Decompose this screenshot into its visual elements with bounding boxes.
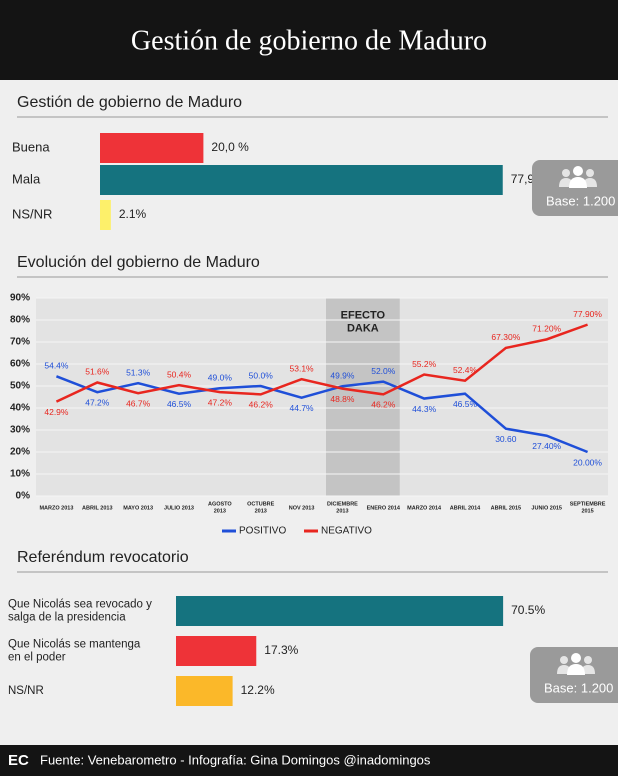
person-icon: [571, 653, 581, 663]
x-tick-label: ABRIL 2013: [82, 505, 112, 511]
value-label: 47.2%: [208, 397, 233, 407]
annotation-band: [326, 298, 400, 496]
y-tick-label: 30%: [10, 425, 30, 436]
category-label: NS/NR: [12, 206, 52, 221]
x-tick-label: MARZO 2013: [39, 505, 73, 511]
y-tick-label: 10%: [10, 469, 30, 480]
x-tick-label: ABRIL 2015: [491, 505, 521, 511]
value-label: 70.5%: [511, 603, 545, 617]
header-bar: [0, 0, 618, 80]
person-icon: [560, 656, 568, 664]
bar: [176, 636, 257, 666]
value-label: 20,0 %: [211, 140, 249, 154]
value-label: 51.6%: [85, 367, 110, 377]
person-icon: [567, 664, 585, 675]
person-icon: [569, 177, 587, 188]
y-tick-label: 20%: [10, 447, 30, 458]
value-label: 71.20%: [532, 324, 561, 334]
value-label: 51.3%: [126, 367, 151, 377]
person-icon: [573, 166, 583, 176]
bar: [100, 200, 111, 230]
value-label: 27.40%: [532, 441, 561, 451]
person-icon: [584, 656, 592, 664]
footer-logo: EC: [8, 752, 29, 769]
bar: [176, 596, 504, 626]
category-label: Que Nicolás sea revocado y salga de la pr…: [8, 599, 152, 624]
x-tick-label: JULIO 2013: [164, 505, 194, 511]
note-text: Base: 1.200: [546, 193, 615, 208]
person-icon: [562, 169, 570, 177]
bar: [176, 676, 233, 706]
x-tick-label: SEPTIEMBRE 2015: [570, 502, 606, 515]
line: [55, 375, 589, 454]
page-title: Gestión de gobierno de Maduro: [131, 25, 487, 56]
category-label: Que Nicolás se mantenga en el poder: [8, 639, 141, 664]
section-title: Referéndum revocatorio: [17, 549, 189, 566]
note-text: Base: 1.200: [544, 680, 613, 695]
value-label: 46.2%: [249, 400, 274, 410]
value-label: 42.9%: [44, 407, 69, 417]
x-tick-label: ENERO 2014: [367, 505, 401, 511]
value-label: 52.4%: [453, 365, 478, 375]
value-label: 44.7%: [290, 403, 315, 413]
y-tick-label: 90%: [10, 293, 30, 304]
value-label: 17.3%: [264, 643, 298, 657]
y-tick-label: 50%: [10, 381, 30, 392]
value-label: 52.0%: [371, 366, 396, 376]
value-label: 49.0%: [208, 372, 233, 382]
value-label: 67.30%: [491, 332, 520, 342]
line: [55, 323, 588, 403]
bar: [100, 133, 204, 163]
value-label: 46.7%: [126, 399, 151, 409]
value-label: 55.2%: [412, 359, 437, 369]
value-label: 53.1%: [290, 363, 315, 373]
x-tick-label: MARZO 2014: [407, 505, 442, 511]
x-tick-label: NOV 2013: [289, 505, 315, 511]
value-label: 77.90%: [573, 309, 602, 319]
value-label: 46.5%: [167, 399, 192, 409]
annotation-text: EFECTO DAKA: [341, 309, 386, 334]
x-tick-label: ABRIL 2014: [450, 505, 481, 511]
y-tick-label: 40%: [10, 403, 30, 414]
value-label: 54.4%: [44, 361, 69, 371]
section-title: Gestión de gobierno de Maduro: [17, 94, 242, 111]
section-title: Evolución del gobierno de Maduro: [17, 254, 260, 271]
value-label: 47.2%: [85, 397, 110, 407]
category-label: NS/NR: [8, 685, 44, 697]
x-tick-label: JUNIO 2015: [531, 505, 562, 511]
value-label: 30.60: [495, 434, 517, 444]
x-tick-label: MAYO 2013: [123, 505, 153, 511]
person-icon: [586, 169, 594, 177]
value-label: 20.00%: [573, 457, 602, 467]
value-label: 2.1%: [119, 207, 147, 221]
y-tick-label: 80%: [10, 315, 30, 326]
value-label: 48.8%: [330, 394, 355, 404]
value-label: 44.3%: [412, 404, 437, 414]
legend-label: POSITIVO: [239, 526, 286, 537]
value-label: 46.2%: [371, 400, 396, 410]
footer-source: Fuente: Venebarometro - Infografía: Gina…: [40, 752, 431, 767]
value-label: 50.4%: [167, 369, 192, 379]
value-label: 46.5%: [453, 399, 478, 409]
category-label: Buena: [12, 139, 50, 154]
x-tick-label: DICIEMBRE 2013: [327, 502, 358, 515]
y-tick-label: 70%: [10, 337, 30, 348]
x-tick-label: AGOSTO 2013: [208, 502, 232, 515]
x-tick-label: OCTUBRE 2013: [247, 502, 275, 515]
legend-label: NEGATIVO: [321, 526, 372, 537]
value-label: 50.0%: [249, 370, 274, 380]
y-tick-label: 0%: [16, 491, 31, 502]
value-label: 49.9%: [330, 370, 355, 380]
footer-bar: [0, 745, 618, 776]
category-label: Mala: [12, 171, 41, 186]
value-label: 12.2%: [241, 683, 275, 697]
bar: [100, 165, 503, 195]
plot-area: [36, 298, 608, 496]
y-tick-label: 60%: [10, 359, 30, 370]
